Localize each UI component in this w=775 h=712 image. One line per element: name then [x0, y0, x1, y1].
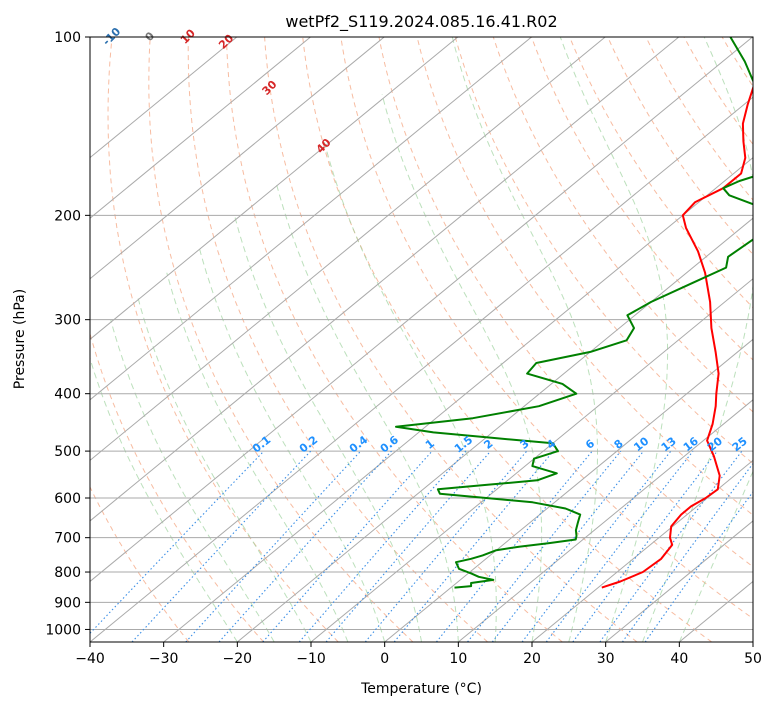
x-tick-label: 50: [744, 651, 762, 667]
isotherm-line: [753, 37, 775, 642]
dry-adiabat-line: [341, 37, 775, 642]
dry-adiabat-line: [66, 37, 264, 642]
x-axis-title: Temperature (°C): [360, 681, 482, 697]
y-tick-label: 200: [54, 208, 81, 224]
dry-adiabat-line: [570, 37, 775, 642]
x-tick-label: 0: [380, 651, 389, 667]
isotherm-line: [0, 37, 605, 642]
x-tick-label: −30: [149, 651, 179, 667]
dry-adiabat-line: [760, 37, 775, 642]
isotherm-line: [237, 37, 775, 642]
y-tick-label: 1000: [45, 622, 81, 638]
dry-adiabat-line: [684, 37, 775, 642]
grid-layer: [0, 37, 775, 642]
x-tick-label: 20: [523, 651, 541, 667]
y-axis-title: Pressure (hPa): [12, 289, 28, 389]
x-tick-label: 40: [670, 651, 688, 667]
isotherm-line: [606, 37, 775, 642]
dry-adiabat-line: [455, 37, 775, 642]
dry-adiabat-label: 20: [216, 31, 236, 51]
mixing-ratio-label: 2: [481, 437, 495, 452]
y-tick-label: 400: [54, 387, 81, 403]
mixing-ratio-line: [132, 451, 311, 642]
temperature-profile-line: [602, 37, 764, 588]
y-tick-label: 800: [54, 565, 81, 581]
y-tick-label: 700: [54, 531, 81, 547]
x-tick-label: −40: [75, 651, 105, 667]
moist-adiabat-line: [452, 37, 597, 642]
dry-adiabat-line: [303, 37, 712, 642]
data-layer: [396, 37, 775, 588]
mixing-ratio-line: [622, 451, 762, 642]
mixing-ratio-line: [326, 451, 491, 642]
dry-adiabat-label: 30: [260, 78, 280, 98]
isotherm-line: [458, 37, 775, 642]
y-tick-label: 900: [54, 595, 81, 611]
y-tick-label: 100: [54, 30, 81, 46]
x-tick-label: 10: [449, 651, 467, 667]
moist-adiabat-line: [235, 215, 422, 642]
x-tick-label: 30: [597, 651, 615, 667]
isotherm-line: [0, 37, 679, 642]
moist-adiabat-line: [111, 320, 275, 642]
chart-title: wetPf2_S119.2024.085.16.41.R02: [285, 12, 557, 32]
isotherm-line: [0, 37, 237, 642]
dry-adiabat-line: [108, 37, 338, 642]
isotherm-line: [0, 37, 458, 642]
mixing-ratio-line: [645, 451, 775, 642]
mixing-ratio-line: [82, 451, 264, 642]
moist-adiabat-line: [679, 37, 775, 642]
x-tick-label: −10: [296, 651, 326, 667]
dry-adiabat-line: [417, 37, 775, 642]
isotherm-line: [0, 37, 311, 642]
mixing-ratio-line: [394, 451, 553, 642]
moist-adiabat-line: [276, 181, 459, 642]
isotherm-line: [0, 37, 532, 642]
mixing-ratio-label: 8: [612, 437, 626, 452]
isotherm-line: [311, 37, 775, 642]
x-tick-label: −20: [223, 651, 253, 667]
dry-adiabat-line: [722, 37, 775, 642]
dry-adiabat-line: [265, 37, 637, 642]
mixing-ratio-line: [365, 451, 527, 642]
mixing-ratio-line: [186, 451, 361, 642]
moist-adiabat-line: [324, 141, 496, 642]
mixing-ratio-label: 0.6: [378, 433, 402, 455]
y-tick-label: 500: [54, 444, 81, 460]
mixing-ratio-label: 0.1: [250, 433, 273, 455]
y-tick-label: 600: [54, 491, 81, 507]
dry-adiabat-line: [646, 37, 775, 642]
mixing-ratio-line: [573, 451, 717, 642]
dry-adiabat-line: [188, 37, 487, 642]
mixing-ratio-label: 0.4: [347, 433, 371, 455]
dewpoint-profile-line: [396, 37, 775, 588]
moist-adiabat-line: [643, 37, 757, 642]
isotherm-line: [164, 37, 775, 642]
isotherm-line: [679, 37, 775, 642]
moist-adiabat-line: [560, 37, 667, 642]
mixing-ratio-label: 6: [583, 437, 597, 452]
moist-adiabat-line: [167, 273, 348, 642]
y-tick-label: 300: [54, 313, 81, 329]
